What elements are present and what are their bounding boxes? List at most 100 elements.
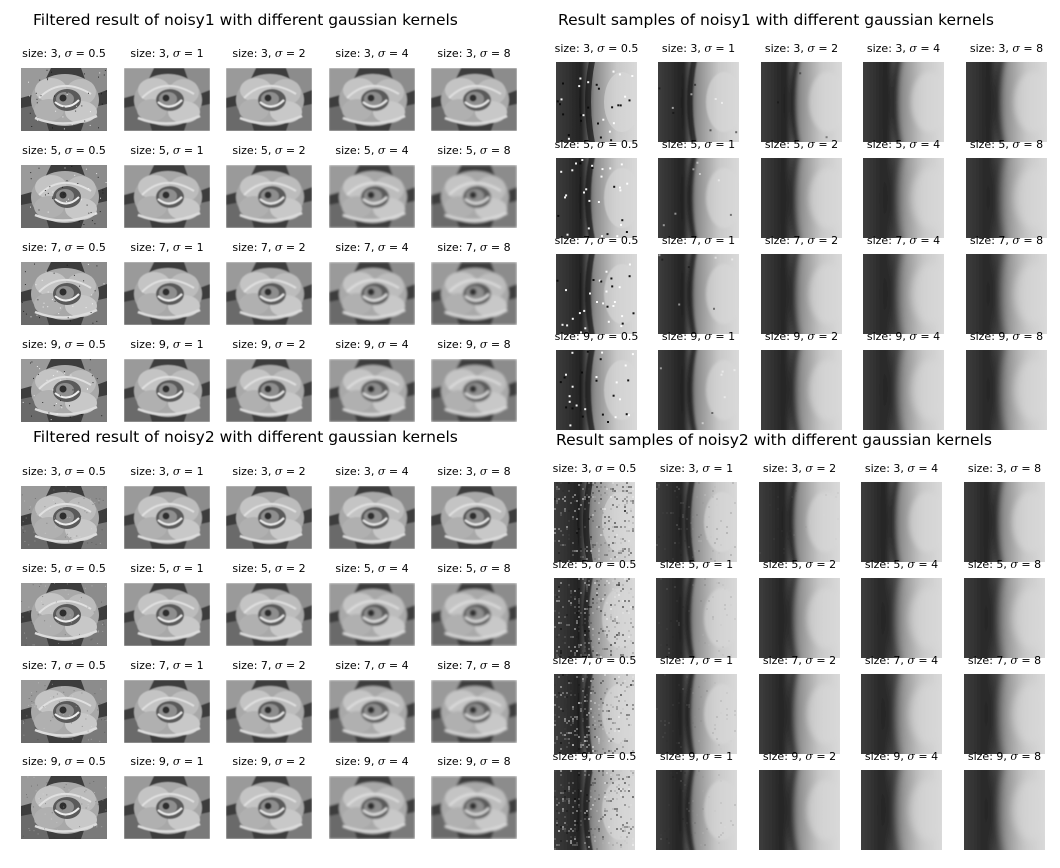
label-size: 3 — [465, 465, 473, 478]
label-sigma: 0.5 — [88, 755, 106, 768]
label-sigma: 8 — [503, 562, 511, 575]
subplot-label: size: 9, σ = 8 — [437, 755, 511, 768]
subplot-label: size: 7, σ = 8 — [969, 234, 1044, 247]
label-size: 5 — [465, 562, 473, 575]
label-size: 9 — [998, 330, 1006, 343]
sigma-symbol: σ — [64, 241, 73, 254]
sigma-symbol: σ — [702, 654, 710, 667]
label-size: 5 — [690, 138, 698, 151]
sample-crop-image — [656, 578, 737, 658]
sigma-symbol: σ — [595, 654, 603, 667]
filtered-image — [329, 359, 415, 422]
label-prefix: size: — [967, 654, 997, 667]
sample-crop-image — [761, 158, 842, 238]
label-size: 7 — [893, 654, 901, 667]
label-sigma: 1 — [196, 465, 204, 478]
sigma-symbol: σ — [595, 462, 603, 475]
sigma-symbol: σ — [704, 234, 712, 247]
label-sigma: 4 — [933, 138, 941, 151]
sample-crop-image — [863, 158, 944, 238]
subplot-label: size: 3, σ = 8 — [969, 42, 1044, 55]
label-sigma: 8 — [1036, 330, 1044, 343]
label-sigma: 0.5 — [88, 659, 106, 672]
label-size: 7 — [690, 234, 698, 247]
label-sigma: 0.5 — [88, 465, 106, 478]
subplot-label: size: 3, σ = 8 — [437, 47, 511, 60]
label-sigma: 1 — [728, 234, 736, 247]
label-size: 3 — [260, 47, 268, 60]
subplot-label: size: 9, σ = 8 — [969, 330, 1044, 343]
label-prefix: size: — [552, 558, 582, 571]
sigma-symbol: σ — [907, 558, 915, 571]
sigma-symbol: σ — [1010, 558, 1018, 571]
sigma-symbol: σ — [172, 241, 181, 254]
sigma-symbol: σ — [805, 654, 813, 667]
filtered-image — [431, 68, 517, 131]
label-sigma: 1 — [728, 330, 736, 343]
label-sigma: 8 — [503, 144, 511, 157]
sigma-symbol: σ — [377, 465, 386, 478]
filtered-image — [329, 680, 415, 743]
label-sigma: 2 — [831, 234, 839, 247]
subplot-label: size: 5, σ = 2 — [232, 144, 306, 157]
label-prefix: size: — [762, 654, 792, 667]
label-prefix: size: — [232, 338, 261, 351]
filtered-image — [226, 68, 312, 131]
sigma-symbol: σ — [702, 462, 710, 475]
sigma-symbol: σ — [907, 462, 915, 475]
sigma-symbol: σ — [595, 750, 603, 763]
label-sigma: 4 — [933, 42, 941, 55]
filtered-image — [431, 486, 517, 549]
filtered-image — [226, 165, 312, 228]
subplot-label: size: 7, σ = 8 — [437, 659, 511, 672]
label-prefix: size: — [866, 330, 896, 343]
label-prefix: size: — [866, 234, 896, 247]
sigma-symbol: σ — [909, 42, 917, 55]
sigma-symbol: σ — [704, 42, 712, 55]
subplot-label: size: 7, σ = 4 — [335, 659, 409, 672]
label-prefix: size: — [22, 241, 51, 254]
subplot-label: size: 7, σ = 0.5 — [22, 241, 106, 254]
sample-crop-image — [656, 482, 737, 562]
subplot-label: size: 9, σ = 2 — [764, 330, 839, 343]
filtered-image — [226, 486, 312, 549]
label-sigma: 2 — [298, 465, 306, 478]
sample-crop-image — [966, 158, 1047, 238]
label-size: 5 — [260, 144, 268, 157]
subplot-label: size: 7, σ = 8 — [967, 654, 1042, 667]
sigma-symbol: σ — [704, 138, 712, 151]
sigma-symbol: σ — [172, 47, 181, 60]
label-size: 9 — [158, 755, 166, 768]
label-prefix: size: — [130, 755, 159, 768]
label-prefix: size: — [335, 144, 364, 157]
label-sigma: 0.5 — [88, 241, 106, 254]
label-prefix: size: — [864, 654, 894, 667]
label-size: 7 — [583, 234, 591, 247]
label-sigma: 8 — [503, 755, 511, 768]
subplot-label: size: 9, σ = 1 — [661, 330, 736, 343]
sigma-symbol: σ — [807, 138, 815, 151]
sigma-symbol: σ — [377, 755, 386, 768]
label-sigma: 4 — [401, 241, 409, 254]
subplot-label: size: 7, σ = 8 — [437, 241, 511, 254]
sigma-symbol: σ — [64, 465, 73, 478]
sigma-symbol: σ — [907, 654, 915, 667]
label-prefix: size: — [22, 659, 51, 672]
sigma-symbol: σ — [377, 241, 386, 254]
label-sigma: 4 — [401, 338, 409, 351]
label-sigma: 4 — [931, 558, 939, 571]
subplot-label: size: 7, σ = 4 — [866, 234, 941, 247]
label-prefix: size: — [232, 562, 261, 575]
label-sigma: 8 — [503, 47, 511, 60]
sigma-symbol: σ — [274, 338, 283, 351]
label-size: 3 — [581, 462, 589, 475]
sigma-symbol: σ — [64, 144, 73, 157]
label-sigma: 1 — [726, 750, 734, 763]
filtered-image — [21, 583, 107, 646]
sigma-symbol: σ — [64, 47, 73, 60]
label-sigma: 1 — [726, 654, 734, 667]
label-prefix: size: — [437, 755, 466, 768]
sigma-symbol: σ — [479, 755, 488, 768]
label-sigma: 0.5 — [620, 42, 639, 55]
label-prefix: size: — [659, 462, 689, 475]
